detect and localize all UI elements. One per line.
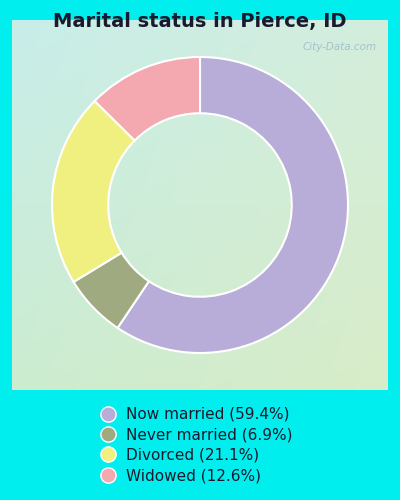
Legend: Now married (59.4%), Never married (6.9%), Divorced (21.1%), Widowed (12.6%): Now married (59.4%), Never married (6.9%… <box>108 407 292 483</box>
Wedge shape <box>118 57 348 353</box>
Text: City-Data.com: City-Data.com <box>302 42 377 52</box>
Wedge shape <box>74 252 149 328</box>
Text: Marital status in Pierce, ID: Marital status in Pierce, ID <box>53 12 347 32</box>
Wedge shape <box>95 57 200 140</box>
Wedge shape <box>52 101 135 282</box>
